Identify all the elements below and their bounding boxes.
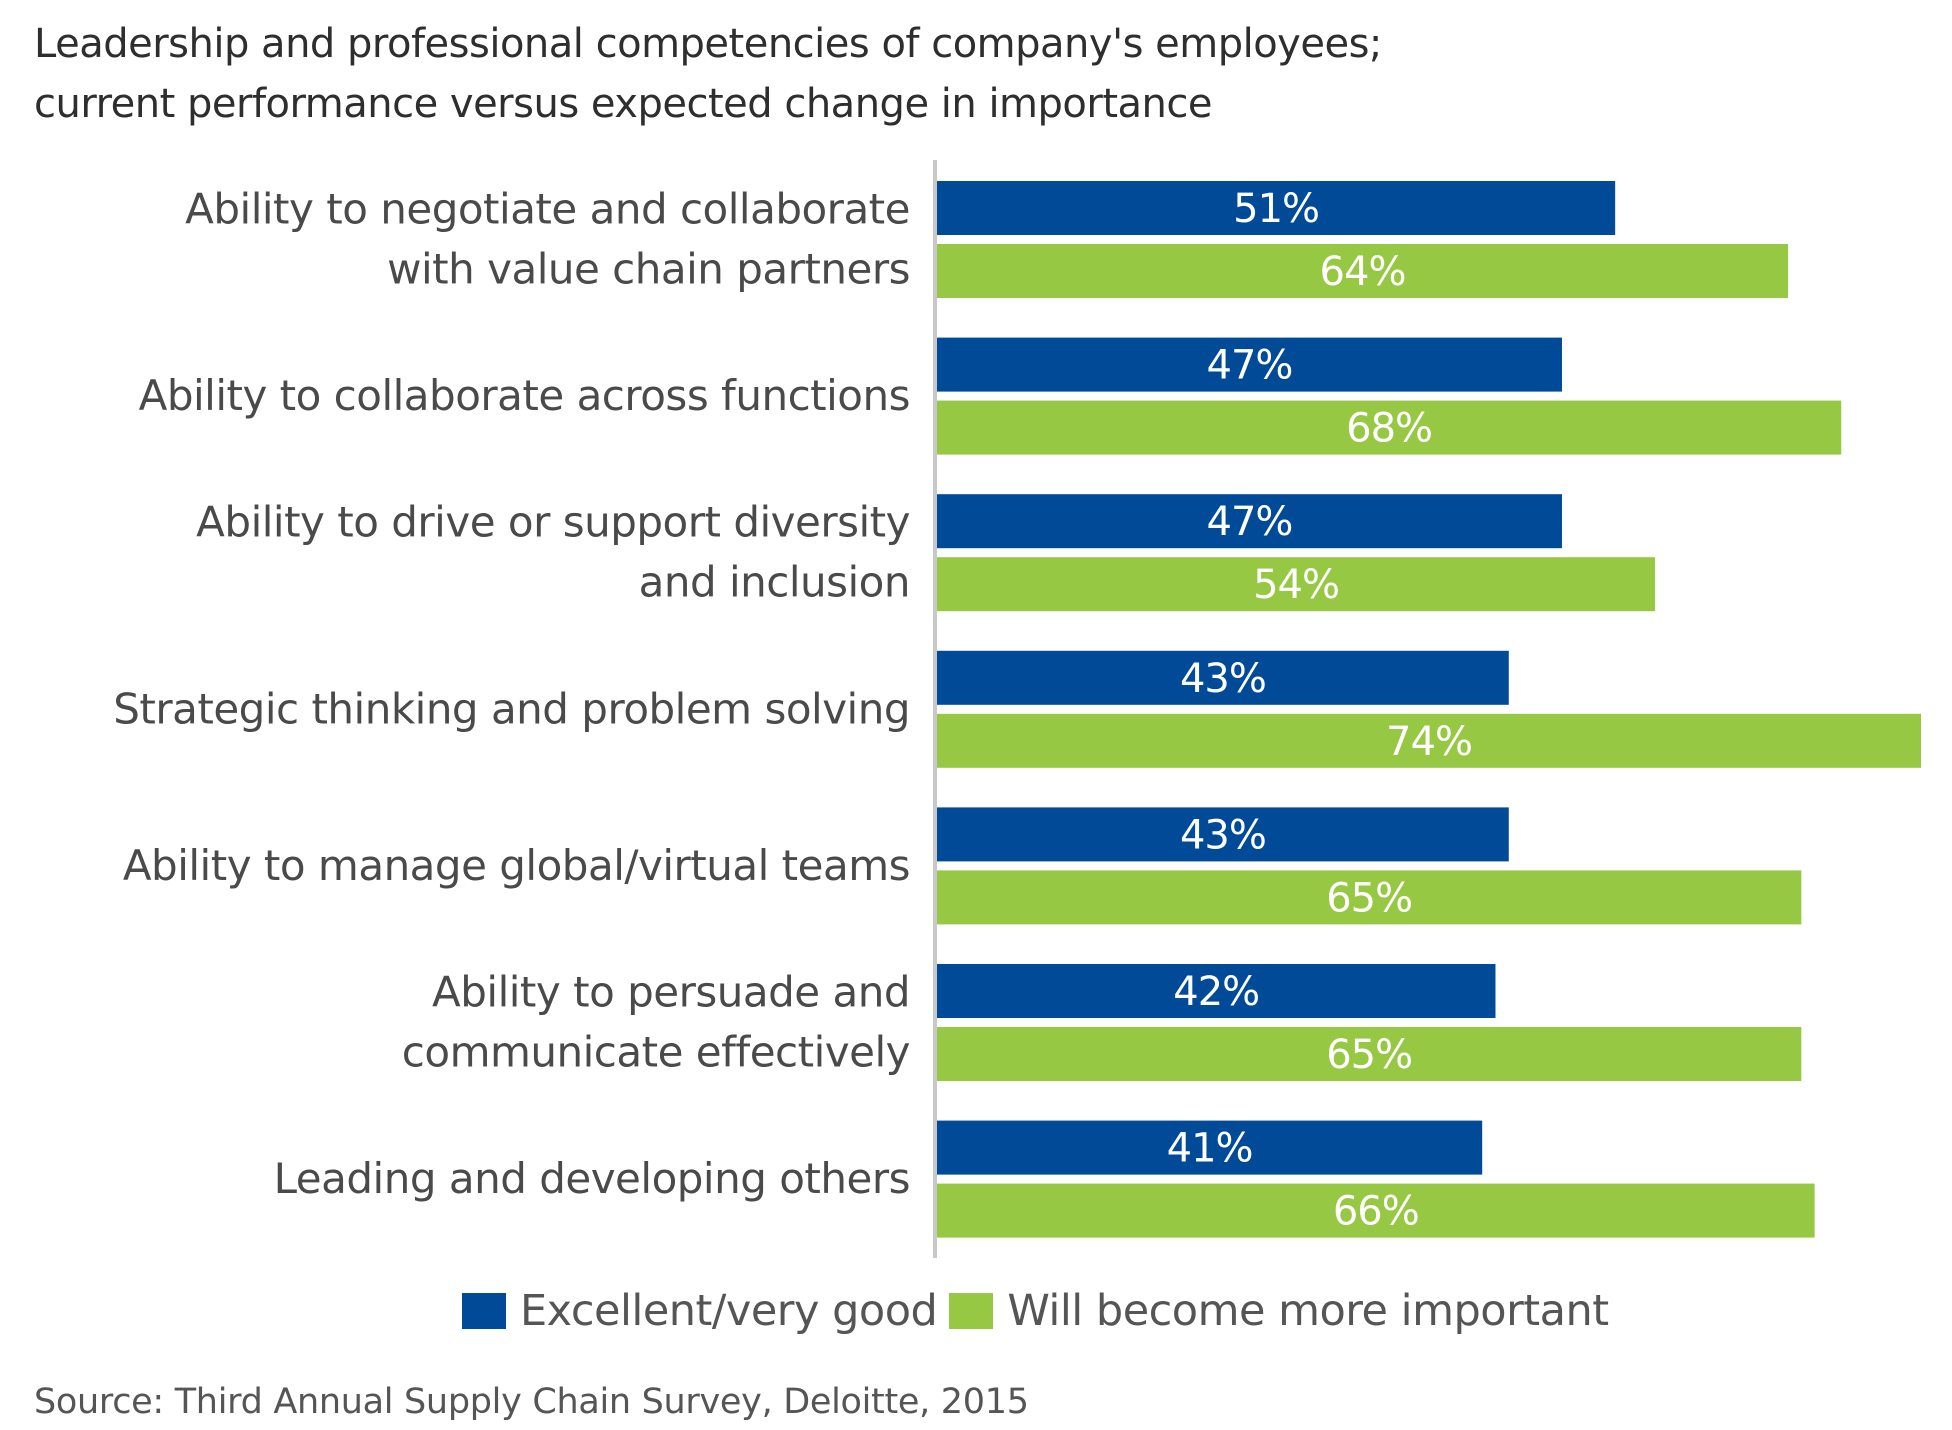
- data-label: 54%: [1253, 562, 1339, 608]
- category-label: Ability to collaborate across functions: [139, 371, 910, 420]
- data-label: 43%: [1180, 812, 1266, 858]
- bar-excellent: [937, 650, 1509, 705]
- data-label: 47%: [1207, 499, 1293, 545]
- bar-more-important: [937, 1183, 1815, 1238]
- bar-excellent: [937, 494, 1562, 549]
- data-label: 65%: [1326, 1032, 1412, 1078]
- data-label: 47%: [1207, 343, 1293, 389]
- title-line-1: Leadership and professional competencies…: [34, 21, 1382, 67]
- bar-more-important: [937, 557, 1656, 612]
- bar-more-important: [937, 1027, 1802, 1081]
- category-label: Ability to drive or support diversity: [196, 498, 910, 547]
- category-label: Ability to persuade and: [432, 968, 910, 1017]
- bar-excellent: [937, 181, 1616, 235]
- legend: Excellent/very good Will become more imp…: [462, 1286, 1621, 1336]
- category-label: Ability to negotiate and collaborate: [185, 185, 910, 234]
- data-label: 68%: [1346, 406, 1432, 452]
- data-label: 66%: [1333, 1189, 1419, 1235]
- data-label: 41%: [1167, 1126, 1253, 1172]
- title-line-2: current performance versus expected chan…: [34, 81, 1212, 127]
- bar-more-important: [937, 870, 1802, 925]
- category-label: Strategic thinking and problem solving: [113, 684, 910, 733]
- data-label: 43%: [1180, 656, 1266, 702]
- bar-more-important: [937, 713, 1921, 768]
- source-note: Source: Third Annual Supply Chain Survey…: [34, 1382, 1029, 1422]
- category-label: with value chain partners: [387, 245, 910, 294]
- legend-label: Excellent/very good: [520, 1286, 938, 1336]
- bar-excellent: [937, 964, 1496, 1018]
- data-label: 42%: [1173, 969, 1259, 1015]
- data-label: 64%: [1320, 249, 1406, 295]
- category-label: Ability to manage global/virtual teams: [123, 841, 910, 890]
- legend-item-more-important: Will become more important: [949, 1286, 1609, 1336]
- data-label: 74%: [1386, 719, 1472, 765]
- bar-excellent: [937, 807, 1509, 862]
- legend-swatch-green: [949, 1293, 994, 1329]
- category-label: communicate effectively: [402, 1028, 910, 1077]
- category-label: Leading and developing others: [274, 1154, 910, 1203]
- legend-label: Will become more important: [1007, 1286, 1609, 1336]
- bar-excellent: [937, 1120, 1483, 1175]
- data-label: 65%: [1326, 875, 1412, 921]
- data-label: 51%: [1233, 186, 1319, 232]
- category-label: and inclusion: [639, 558, 910, 607]
- bar-more-important: [937, 244, 1789, 298]
- legend-item-excellent: Excellent/very good: [462, 1286, 938, 1336]
- chart-title: Leadership and professional competencies…: [34, 14, 1382, 134]
- legend-swatch-blue: [462, 1293, 506, 1329]
- bar-excellent: [937, 337, 1562, 392]
- bar-more-important: [937, 400, 1842, 455]
- bar-chart: Ability to negotiate and collaborate with…: [113, 160, 1921, 1258]
